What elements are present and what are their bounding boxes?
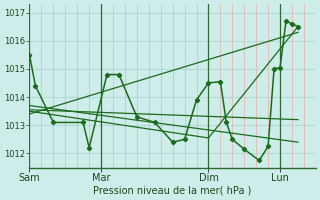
X-axis label: Pression niveau de la mer( hPa ): Pression niveau de la mer( hPa ): [93, 186, 252, 196]
